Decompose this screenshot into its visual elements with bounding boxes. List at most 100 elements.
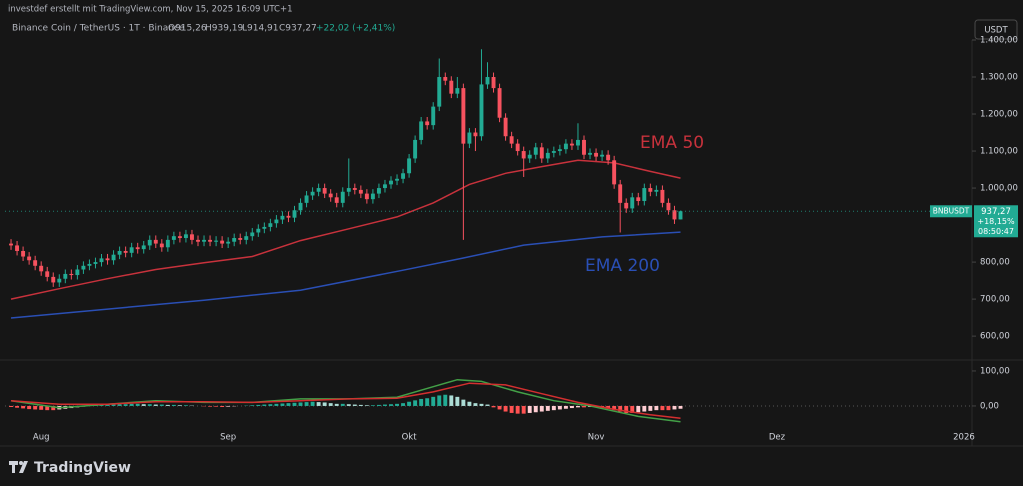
candle-body [33,260,38,266]
candle-body [292,210,297,218]
histogram-bar [316,402,321,406]
histogram-bar [220,405,225,407]
histogram-bar [582,405,586,408]
candle-body [141,245,146,250]
histogram-bar [153,404,158,406]
candle-body [256,228,261,233]
candle-body [491,77,496,89]
histogram-bar [123,404,128,406]
ohlc-high: H939,19 [205,24,244,34]
candle-body [551,151,556,153]
branding: TradingView [34,460,131,476]
ohlc-close: C937,27 [279,24,317,34]
histogram-bar [274,403,279,406]
candle-body [370,193,375,200]
candle-body [594,152,599,157]
histogram-bar [503,405,508,412]
candle-body [437,77,442,107]
histogram-bar [352,404,357,406]
ohlc-change: +22,02 (+2,41%) [316,24,395,34]
histogram-bar [678,405,683,409]
candle-body [147,239,152,246]
candle-body [286,215,291,218]
histogram-bar [491,405,496,408]
candle-body [111,254,116,261]
histogram-bar [51,405,56,411]
histogram-bar [533,405,538,413]
histogram-bar [545,405,550,411]
ohlc-low: L914,91 [242,24,279,34]
candle-body [358,189,363,194]
histogram-bar [413,400,418,406]
candle-body [99,258,104,263]
histogram-bar [672,405,677,410]
histogram-bar [576,405,580,408]
logo [9,461,28,473]
histogram-bar [328,403,333,406]
histogram-bar [21,405,26,409]
histogram-bar [304,402,309,406]
x-tick-label: Nov [588,433,605,443]
candle-body [177,236,182,239]
candle-body [45,271,50,277]
histogram-bar [389,404,393,406]
candle-body [455,88,460,94]
candle-body [352,188,357,190]
histogram-bar [473,403,478,406]
histogram-bar [262,404,267,406]
histogram-bar [346,404,351,406]
histogram-bar [33,405,38,410]
histogram-bar [648,405,653,411]
candle-body [479,84,484,137]
histogram-bar [129,403,134,406]
histogram-bar [419,398,424,406]
histogram-bar [376,404,381,406]
price-tag-bg [974,205,1018,238]
histogram-bar [105,404,110,406]
candle-body [576,139,580,146]
histogram-bar [256,404,261,406]
histogram-bar [171,404,176,406]
candle-body [304,195,309,203]
histogram-bar [364,405,369,406]
indicator-line [10,378,681,423]
histogram-bar [383,404,387,406]
histogram-bar [214,405,219,407]
candle-body [226,241,231,244]
candle-body [521,151,526,159]
candle-body [419,121,424,140]
histogram-bar [165,404,170,406]
ema200-annotation: EMA 200 [585,256,660,276]
candle-body [93,262,98,264]
candle-body [563,143,568,150]
histogram-bar [497,405,502,410]
histogram-bar [467,401,472,406]
candle-body [461,88,466,144]
candle-body [648,188,653,192]
watermark: investdef erstellt mit TradingView.com, … [8,5,293,15]
candle-body [268,223,273,227]
y-tick-label: 100,00 [980,366,1010,376]
histogram-bar [159,404,164,406]
candle-body [63,273,68,279]
candle-body [153,239,158,244]
candle-body [196,239,200,242]
histogram-bar [286,403,291,406]
histogram-bar [340,403,345,406]
candle-body [557,149,562,152]
histogram-bar [407,401,412,406]
histogram-bar [660,405,665,411]
candle-body [606,154,611,161]
candle-body [129,247,134,253]
candle-body [81,265,86,270]
histogram-bar [642,405,647,412]
candle-body [9,243,13,246]
currency-button[interactable] [974,19,1018,40]
y-tick-label: 1.000,00 [980,184,1018,194]
candle-body [310,191,315,196]
indicator-line [10,382,681,419]
candle-body [117,250,122,255]
currency-label[interactable]: USDT [984,26,1008,36]
histogram-bar [292,402,297,406]
x-tick-label: Sep [220,433,236,443]
